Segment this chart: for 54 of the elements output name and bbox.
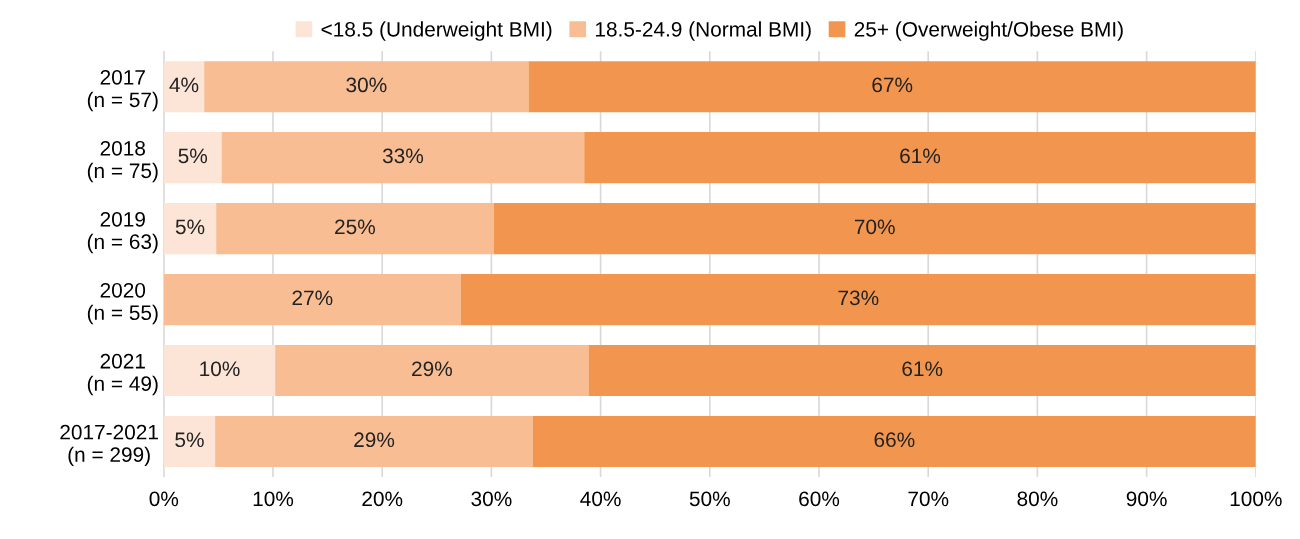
y-tick-label: 2017 (n = 57) xyxy=(87,69,158,112)
bar xyxy=(493,203,1256,255)
data-label: 67% xyxy=(872,77,913,93)
y-tick-label: 2019 (n = 63) xyxy=(87,211,158,254)
y-tick-label: 2017-2021 (n = 299) xyxy=(60,424,158,467)
bar xyxy=(460,274,1256,326)
data-label: 66% xyxy=(874,432,915,448)
data-label: 29% xyxy=(354,432,395,448)
data-label: 33% xyxy=(382,148,424,164)
data-label: 27% xyxy=(292,290,333,306)
x-tick-label: 10% xyxy=(253,491,294,507)
bar xyxy=(163,415,216,468)
legend-label: 25+ (Overweight/Obese BMI) xyxy=(854,21,1123,41)
bar xyxy=(588,345,1256,397)
y-tick-label: 2021 (n = 49) xyxy=(87,353,158,396)
data-label: 25% xyxy=(335,219,376,235)
x-tick-label: 80% xyxy=(1017,491,1058,507)
x-tick-label: 20% xyxy=(362,491,403,507)
data-label: 30% xyxy=(346,77,387,93)
x-tick-label: 70% xyxy=(908,491,949,507)
bar xyxy=(163,345,276,397)
data-label: 5% xyxy=(175,219,205,235)
legend-label: <18.5 (Underweight BMI) xyxy=(321,21,552,41)
data-label: 61% xyxy=(900,148,941,164)
data-label: 61% xyxy=(902,361,943,377)
x-tick-label: 0% xyxy=(149,491,179,507)
bar xyxy=(204,61,529,113)
bar xyxy=(163,132,222,184)
data-label: 73% xyxy=(838,290,879,306)
data-label: 5% xyxy=(178,148,208,164)
y-tick-label: 2018 (n = 75) xyxy=(87,140,158,183)
bar xyxy=(163,203,217,255)
x-tick-label: 60% xyxy=(799,491,840,507)
x-tick-label: 90% xyxy=(1126,491,1167,507)
bar xyxy=(163,274,461,326)
data-label: 10% xyxy=(200,361,240,377)
y-tick-label: 2020 (n = 55) xyxy=(87,282,158,325)
x-tick-label: 40% xyxy=(580,491,621,507)
data-label: 4% xyxy=(169,77,199,93)
bar xyxy=(215,415,533,468)
x-tick-label: 50% xyxy=(689,491,730,507)
bar xyxy=(216,203,494,255)
bar xyxy=(528,61,1256,113)
bar xyxy=(532,415,1256,468)
bar xyxy=(221,132,585,184)
x-tick-label: 100% xyxy=(1230,491,1282,507)
x-tick-label: 30% xyxy=(471,491,512,507)
bar xyxy=(584,132,1256,184)
bar xyxy=(163,61,205,113)
legend-label: 18.5-24.9 (Normal BMI) xyxy=(595,21,811,41)
data-label: 29% xyxy=(412,361,452,377)
bar xyxy=(275,345,589,397)
data-label: 70% xyxy=(854,219,895,235)
data-label: 5% xyxy=(175,432,204,448)
